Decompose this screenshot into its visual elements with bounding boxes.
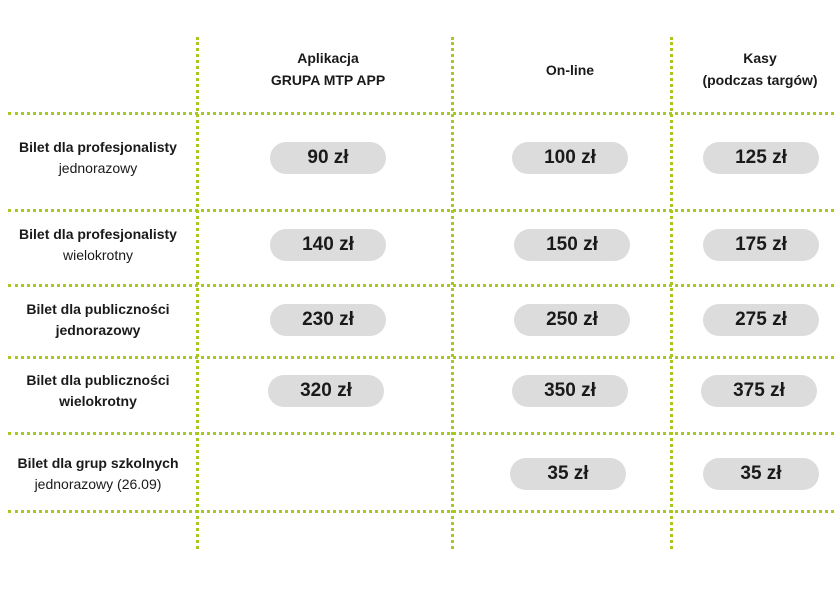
price-badge: 230 zł [270,304,386,336]
row-label: Bilet dla publiczności wielokrotny [0,370,196,412]
price-badge: 150 zł [514,229,630,261]
column-header-app: Aplikacja GRUPA MTP APP [228,47,428,91]
row-divider [8,432,834,435]
price-badge: 350 zł [512,375,628,407]
price-badge: 175 zł [703,229,819,261]
price-badge: 35 zł [703,458,819,490]
header-line: On-line [545,62,595,78]
ticket-title: Bilet dla publiczności [26,301,170,317]
ticket-subtitle: wielokrotny [59,393,137,409]
row-label: Bilet dla publiczności jednorazowy [0,299,196,341]
ticket-subtitle: jednorazowy (26.09) [34,476,162,492]
column-header-online: On-line [470,59,670,81]
column-divider [451,37,454,549]
row-label: Bilet dla profesjonalisty wielokrotny [0,224,196,266]
header-line: GRUPA MTP APP [270,72,386,88]
ticket-title: Bilet dla profesjonalisty [19,226,177,242]
price-badge: 125 zł [703,142,819,174]
column-header-kasy: Kasy (podczas targów) [660,47,840,91]
price-badge: 140 zł [270,229,386,261]
column-divider [196,37,199,549]
price-badge: 320 zł [268,375,384,407]
ticket-title: Bilet dla grup szkolnych [17,455,179,471]
price-badge: 90 zł [270,142,386,174]
ticket-subtitle: jednorazowy [55,322,141,338]
ticket-subtitle: wielokrotny [62,247,134,263]
column-divider [670,37,673,549]
header-line: (podczas targów) [702,72,818,88]
header-line: Kasy [743,50,777,66]
row-divider [8,356,834,359]
row-label: Bilet dla profesjonalisty jednorazowy [0,137,196,179]
row-divider [8,112,834,115]
row-label: Bilet dla grup szkolnych jednorazowy (26.… [0,453,196,495]
ticket-subtitle: jednorazowy [58,160,138,176]
ticket-title: Bilet dla profesjonalisty [19,139,177,155]
price-badge: 35 zł [510,458,626,490]
row-divider [8,510,834,513]
price-badge: 100 zł [512,142,628,174]
price-badge: 375 zł [701,375,817,407]
row-divider [8,284,834,287]
row-divider [8,209,834,212]
price-badge: 275 zł [703,304,819,336]
price-badge: 250 zł [514,304,630,336]
header-line: Aplikacja [297,50,359,66]
ticket-title: Bilet dla publiczności [26,372,170,388]
